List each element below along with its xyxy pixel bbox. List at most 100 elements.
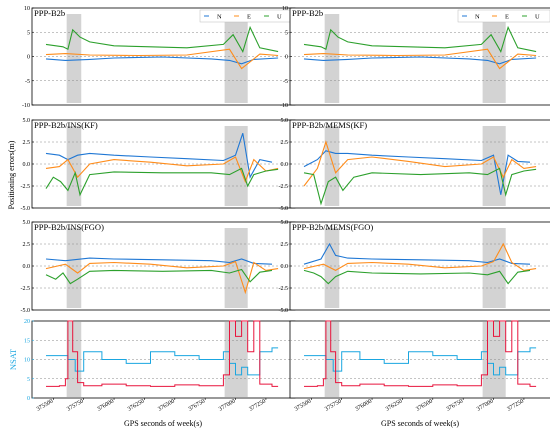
panel-right-3: -5.0 -2.5 0.0 2.5 5.0 PPP-B2b/MEMS(FGO) — [279, 220, 550, 314]
shaded-interval — [482, 14, 506, 103]
shaded-interval — [224, 126, 248, 206]
panel-left-3: -5.0 -2.5 0.0 2.5 5.0 PPP-B2b/INS(FGO) — [21, 220, 296, 314]
series-line-e — [45, 260, 279, 295]
series-line-n — [45, 257, 273, 265]
x-tick-label-375750: 375750 — [66, 399, 85, 413]
y-tick-label: 0 — [27, 55, 30, 61]
y-tick-label: 5.0 — [281, 118, 289, 124]
x-tick-label-375500: 375500 — [294, 399, 313, 413]
legend-label-e: E — [247, 14, 251, 21]
panel-title: PPP-B2b/INS(FGO) — [34, 222, 104, 232]
x-tick-label-376500: 376500 — [157, 399, 176, 413]
series-line-u — [303, 167, 537, 206]
legend-label-u: U — [277, 14, 282, 21]
shaded-interval — [324, 14, 340, 103]
y-tick-label: -10 — [280, 103, 288, 109]
x-tick-label-376250: 376250 — [127, 399, 146, 413]
x-tick-label-376250: 376250 — [385, 399, 404, 413]
x-tick-label-376750: 376750 — [446, 399, 465, 413]
y-tick-label: -5 — [283, 79, 288, 85]
x-tick-label-377250: 377250 — [506, 399, 525, 413]
y-tick-label: 5 — [285, 30, 288, 36]
shaded-interval — [66, 228, 82, 308]
panel-left-2: -5.0 -2.5 0.0 2.5 5.0 PPP-B2b/INS(KF) — [21, 118, 296, 212]
y-tick-label: 10 — [282, 6, 288, 12]
legend-label-n: N — [217, 14, 222, 21]
series-line-u — [45, 268, 273, 285]
y-axis-label-left: Positioning errors(m) — [7, 140, 16, 209]
x-tick-label-375750: 375750 — [324, 399, 343, 413]
y-tick-label: -10 — [22, 103, 30, 109]
shaded-interval — [224, 228, 248, 308]
legend-label-n: N — [475, 14, 480, 21]
shaded-interval — [66, 126, 82, 206]
shaded-interval — [482, 228, 506, 308]
y-tick-label: 2.5 — [281, 242, 289, 248]
panel-title: PPP-B2b — [292, 8, 323, 18]
series-line-n — [45, 133, 273, 179]
y-tick-label: 5.0 — [281, 220, 289, 226]
legend-label-u: U — [535, 14, 540, 21]
series-line-e — [45, 156, 279, 184]
tick-label-left-5: 5 — [27, 377, 30, 383]
y-tick-label: 0.0 — [23, 162, 31, 168]
y-tick-label: -2.5 — [21, 184, 31, 190]
y-tick-label: 0.0 — [23, 264, 31, 270]
y-tick-label: -5 — [25, 79, 30, 85]
y-tick-label: -5.0 — [279, 308, 289, 314]
series-line-n — [303, 242, 531, 265]
panel-title: PPP-B2b/MEMS(FGO) — [292, 222, 373, 232]
y-tick-label: 0.0 — [281, 162, 289, 168]
series-line-e — [303, 140, 537, 187]
tick-label-left-15: 15 — [24, 338, 30, 344]
series-line-pdop — [46, 320, 279, 387]
series-line-n — [303, 150, 531, 195]
y-tick-label: 5 — [27, 30, 30, 36]
x-tick-label-377000: 377000 — [476, 399, 495, 413]
tick-label-left-20: 20 — [24, 319, 30, 325]
y-tick-label: -5.0 — [21, 308, 31, 314]
y-tick-label: -2.5 — [21, 286, 31, 292]
x-tick-label-377000: 377000 — [218, 399, 237, 413]
y-tick-label: 0.0 — [281, 264, 289, 270]
y-tick-label: 2.5 — [23, 242, 31, 248]
shaded-interval — [224, 14, 248, 103]
series-line-n — [45, 56, 279, 65]
x-axis-label-right: GPS seconds of week(s) — [381, 419, 459, 428]
x-tick-label-376750: 376750 — [188, 399, 207, 413]
y-tick-label: 2.5 — [281, 140, 289, 146]
series-line-pdop — [304, 320, 537, 387]
x-tick-label-376500: 376500 — [415, 399, 434, 413]
x-tick-label-377250: 377250 — [248, 399, 267, 413]
series-line-e — [303, 48, 537, 70]
series-line-u — [303, 25, 537, 53]
panel-right-4: 0246810PDOP37550037575037600037625037650… — [289, 320, 550, 413]
y-tick-label: -5.0 — [21, 206, 31, 212]
legend-box — [457, 9, 550, 23]
series-line-e — [45, 48, 279, 70]
x-tick-label-375500: 375500 — [36, 399, 55, 413]
series-line-u — [45, 25, 279, 53]
series-line-e — [303, 242, 537, 272]
shaded-interval — [482, 126, 506, 206]
shaded-interval — [66, 14, 82, 103]
tick-label-left-10: 10 — [24, 358, 30, 364]
y-tick-label: -5.0 — [279, 206, 289, 212]
shaded-interval — [324, 126, 340, 206]
panel-right-2: -5.0 -2.5 0.0 2.5 5.0 PPP-B2b/MEMS(KF) — [279, 118, 550, 212]
panels: -10 -5 0 5 10 PPP-B2b N E U -10 -5 0 5 10 PPP-B2b N E U -5… — [8, 6, 550, 413]
y-tick-label: 0 — [285, 55, 288, 61]
series-line-u — [303, 269, 531, 285]
tick-label-left-0: 0 — [27, 396, 30, 402]
panel-left-4: 0 5 10 15 20 NSAT 375500 375750 376000 376250 3765… — [8, 319, 296, 413]
panel-title: PPP-B2b/INS(KF) — [34, 120, 98, 130]
x-tick-label-376000: 376000 — [96, 399, 115, 413]
panel-right-1: -10 -5 0 5 10 PPP-B2b N E U — [280, 6, 550, 109]
x-axis-label-left: GPS seconds of week(s) — [124, 419, 202, 428]
panel-left-1: -10 -5 0 5 10 PPP-B2b N E U — [22, 6, 296, 109]
y-tick-label: 10 — [24, 6, 30, 12]
legend-label-e: E — [505, 14, 509, 21]
x-tick-label-376000: 376000 — [354, 399, 373, 413]
nsat-axis-label: NSAT — [8, 348, 18, 370]
